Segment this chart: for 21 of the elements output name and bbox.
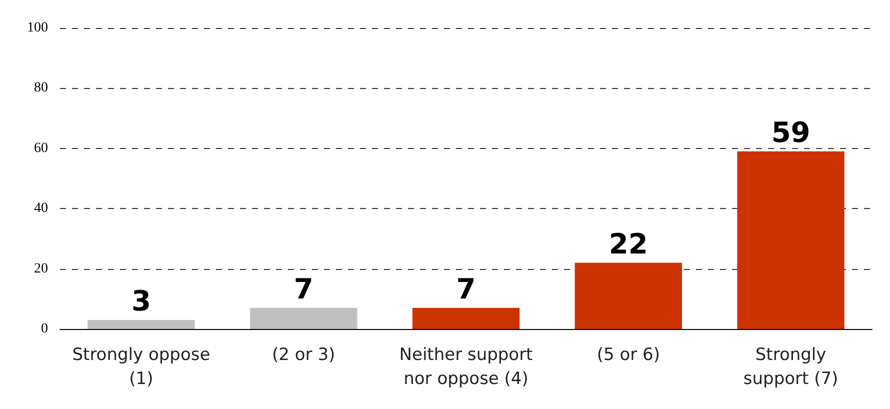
x-tick-label: Neither support nor oppose (4) (399, 345, 534, 389)
x-tick-label: (2 or 3) (272, 345, 336, 365)
y-tick-label: 100 (27, 20, 48, 36)
data-label: 7 (294, 272, 314, 306)
bar (88, 320, 195, 329)
y-tick-label: 40 (34, 201, 48, 216)
data-label: 22 (608, 227, 648, 260)
y-tick-label: 0 (41, 322, 48, 336)
x-tick-label: (5 or 6) (596, 345, 660, 365)
y-tick-label: 60 (34, 140, 48, 156)
data-label: 3 (131, 284, 151, 318)
bar (574, 262, 682, 329)
y-tick-label: 80 (34, 80, 48, 96)
bar (412, 308, 520, 329)
bar (250, 308, 358, 329)
y-tick-label: 20 (34, 261, 48, 276)
x-tick-label: Strongly support (7) (743, 345, 838, 389)
data-label: 7 (456, 272, 476, 306)
data-label: 59 (771, 116, 810, 149)
bar (737, 151, 844, 329)
x-tick-label: Strongly oppose (1) (72, 345, 210, 389)
